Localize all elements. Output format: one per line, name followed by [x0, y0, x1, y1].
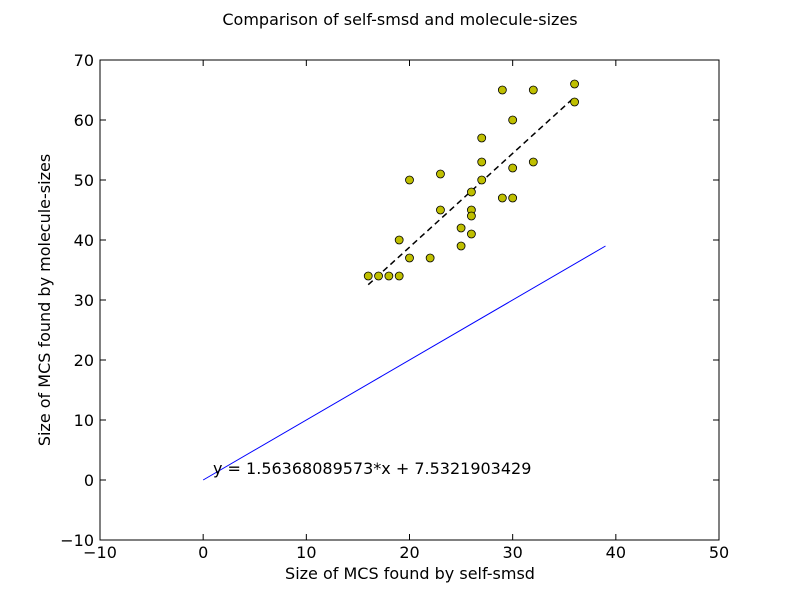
series-lines	[202, 96, 606, 481]
x-axis-label: Size of MCS found by self-smsd	[285, 564, 535, 583]
data-point	[508, 115, 518, 125]
data-point	[384, 271, 394, 281]
data-point	[405, 175, 414, 185]
y-tick-label: 20	[74, 351, 94, 370]
data-point	[363, 271, 373, 281]
data-point	[570, 97, 579, 107]
x-tick-label: −10	[83, 543, 117, 562]
data-point	[477, 133, 487, 143]
y-tick-label: 50	[74, 171, 94, 190]
data-point	[528, 85, 538, 95]
data-point	[477, 157, 487, 167]
y-axis-label: Size of MCS found by molecule-sizes	[35, 154, 54, 446]
y-tick-label: 0	[84, 471, 94, 490]
x-tick-label: 30	[502, 543, 522, 562]
chart-title: Comparison of self-smsd and molecule-siz…	[222, 10, 577, 29]
x-tick-label: 40	[606, 543, 626, 562]
y-tick-label: 30	[74, 291, 94, 310]
data-point	[374, 271, 383, 281]
y-tick-label: 10	[74, 411, 94, 430]
data-point	[456, 241, 466, 251]
y-tick-label: −10	[60, 531, 94, 550]
data-point	[456, 223, 466, 233]
data-point	[497, 193, 507, 203]
fit-line	[367, 96, 576, 286]
data-point	[570, 79, 579, 89]
data-point	[436, 169, 445, 179]
y-tick-label: 60	[74, 111, 94, 130]
fit-equation-annotation: y = 1.56368089573*x + 7.5321903429	[213, 459, 531, 478]
data-point	[466, 211, 476, 221]
data-point	[425, 253, 435, 263]
identity-line	[202, 245, 606, 481]
y-tick-label: 40	[74, 231, 94, 250]
x-tick-label: 0	[198, 543, 208, 562]
data-point	[466, 187, 476, 197]
data-point	[497, 85, 507, 95]
data-point	[477, 175, 487, 185]
data-point	[508, 163, 518, 173]
data-points	[363, 79, 579, 281]
x-tick-label: 50	[709, 543, 729, 562]
data-point	[394, 235, 404, 245]
data-point	[436, 205, 445, 215]
x-tick-label: 20	[399, 543, 419, 562]
y-tick-label: 70	[74, 51, 94, 70]
axis-ticks: −10 0 10 20 30 40 50 −10 0 10 20 30 40 50 60 70	[60, 51, 729, 562]
x-tick-label: 10	[296, 543, 316, 562]
data-point	[508, 193, 518, 203]
data-point	[528, 157, 538, 167]
data-point	[405, 253, 414, 263]
data-point	[466, 229, 476, 239]
data-point	[394, 271, 404, 281]
